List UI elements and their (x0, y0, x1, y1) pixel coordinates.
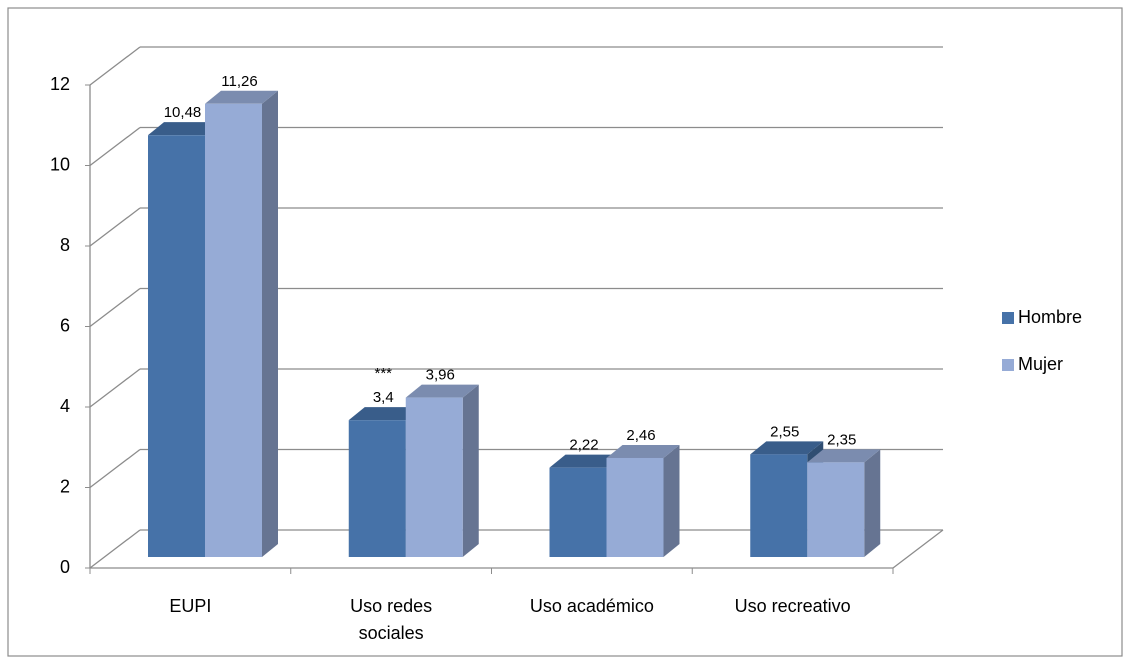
grid-line (89, 46, 141, 86)
annotation: *** (374, 365, 392, 382)
x-tick-label: EUPI (169, 596, 212, 616)
legend-label: Mujer (1018, 354, 1063, 374)
bar-top (348, 407, 422, 421)
data-label: 3,4 (373, 389, 394, 406)
legend-marker (1002, 312, 1014, 324)
y-tick-label: 0 (60, 557, 70, 577)
y-tick-label: 8 (60, 235, 70, 255)
data-label: 3,96 (426, 367, 455, 384)
bar-top (205, 90, 278, 104)
bar-top (148, 122, 221, 136)
grid-line (89, 529, 141, 569)
grid-line (89, 207, 141, 247)
bar (549, 467, 607, 557)
floor-edge (892, 529, 944, 569)
x-tick-label: Uso redes sociales (350, 596, 433, 643)
bar (807, 462, 865, 557)
x-tick-label: Uso académico (529, 596, 654, 616)
y-tick-label: 4 (60, 396, 70, 416)
grid-line (89, 448, 141, 489)
bar-top (606, 444, 680, 458)
legend-marker (1002, 359, 1014, 371)
y-tick-label: 10 (50, 154, 70, 174)
y-tick-label: 6 (60, 315, 70, 335)
x-tick-label: Uso recreativo (734, 596, 851, 616)
data-label: 2,46 (626, 427, 655, 444)
bar (606, 457, 664, 557)
data-label: 2,22 (569, 437, 598, 454)
y-tick-label: 12 (50, 74, 70, 94)
bar-side (663, 444, 680, 557)
bar (205, 103, 262, 557)
legend-label: Hombre (1018, 307, 1082, 327)
data-label: 11,26 (221, 73, 257, 90)
data-label: 2,35 (827, 431, 856, 448)
chart-border (7, 7, 1123, 657)
bar-top (807, 449, 881, 463)
bar (348, 420, 406, 557)
bar-top (405, 384, 479, 398)
data-label: 2,55 (770, 423, 799, 440)
y-tick-label: 2 (60, 476, 70, 496)
bar-top (750, 441, 824, 455)
grid-line (89, 287, 141, 328)
bar-side (864, 449, 881, 557)
bar-top (549, 454, 623, 468)
bar (405, 397, 463, 557)
grid-line (89, 126, 141, 167)
bar (148, 135, 205, 557)
bar-side (462, 384, 479, 557)
bar (750, 454, 808, 557)
bar-side (262, 90, 278, 557)
grid-line (89, 368, 141, 408)
data-label: 10,48 (164, 104, 202, 121)
